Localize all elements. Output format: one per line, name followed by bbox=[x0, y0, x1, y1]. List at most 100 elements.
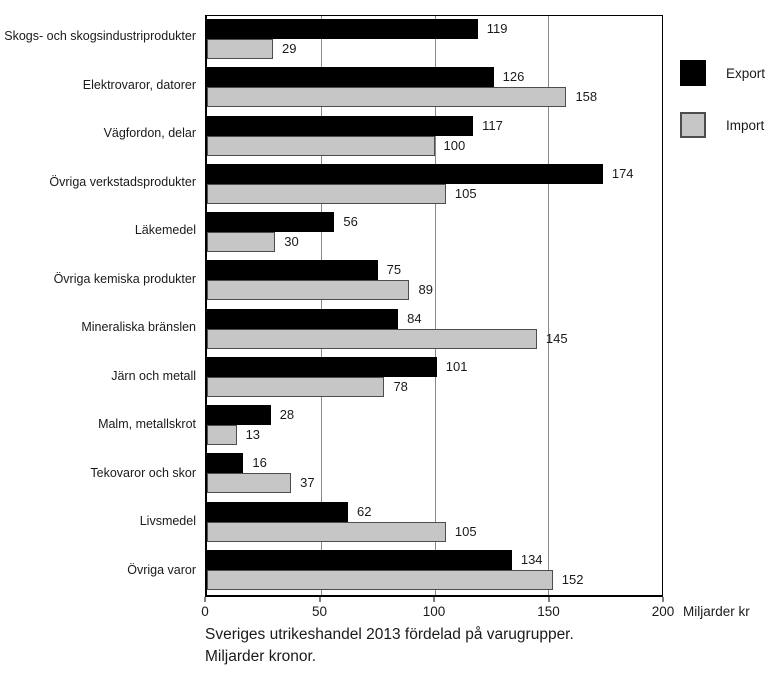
import-bar bbox=[207, 135, 435, 156]
bar-value-label: 101 bbox=[445, 358, 468, 374]
bar-value-label: 134 bbox=[520, 551, 543, 567]
export-bar bbox=[207, 19, 478, 39]
bar-group: 62 105 bbox=[207, 499, 662, 547]
bar-value-label: 56 bbox=[343, 214, 358, 229]
bar-value-label: 89 bbox=[418, 282, 433, 298]
import-bar bbox=[207, 376, 385, 397]
bar-group: 174 105 bbox=[207, 161, 662, 209]
export-bar bbox=[207, 212, 335, 232]
x-tick-label: 150 bbox=[537, 604, 560, 619]
bar-groups: 119 29 126 158 117 100 174 105 56 30 75 89 84 145 101 7… bbox=[207, 16, 662, 595]
bar-line-export: 101 bbox=[207, 356, 662, 377]
category-label: Vägfordon, delar bbox=[103, 126, 196, 141]
bar-group: 56 30 bbox=[207, 209, 662, 257]
category-label: Järn och metall bbox=[111, 368, 196, 383]
category-label: Läkemedel bbox=[134, 223, 196, 238]
category-label: Övriga varor bbox=[127, 562, 196, 577]
bar-line-export: 16 bbox=[207, 453, 662, 474]
bar-line-export: 126 bbox=[207, 67, 662, 88]
export-bar bbox=[207, 549, 512, 570]
bar-value-label: 37 bbox=[300, 475, 315, 491]
bar-line-import: 145 bbox=[207, 328, 662, 349]
category-label: Elektrovaror, datorer bbox=[82, 77, 196, 92]
bar-group: 75 89 bbox=[207, 257, 662, 305]
legend-import-label: Import bbox=[726, 117, 765, 133]
x-tick-mark bbox=[204, 597, 206, 602]
export-bar bbox=[207, 163, 603, 184]
bar-line-import: 89 bbox=[207, 280, 662, 301]
bar-group: 28 13 bbox=[207, 402, 662, 450]
legend-export-label: Export bbox=[726, 65, 766, 81]
category-label: Skogs- och skogsindustriprodukter bbox=[4, 29, 196, 44]
plot-area: 119 29 126 158 117 100 174 105 56 30 75 89 84 145 101 7… bbox=[205, 15, 663, 597]
bar-value-label: 152 bbox=[561, 571, 584, 587]
x-tick-label: 50 bbox=[311, 604, 328, 619]
export-swatch-icon bbox=[680, 60, 706, 86]
bar-value-label: 117 bbox=[482, 117, 503, 133]
export-bar bbox=[207, 308, 399, 329]
category-label: Mineraliska bränslen bbox=[81, 320, 196, 335]
caption-line-1: Sveriges utrikeshandel 2013 fördelad på … bbox=[205, 626, 574, 643]
bar-value-label: 119 bbox=[486, 21, 508, 36]
gridline-50 bbox=[320, 16, 322, 595]
bar-line-export: 174 bbox=[207, 163, 662, 184]
gridline-150 bbox=[548, 16, 550, 595]
bar-line-import: 37 bbox=[207, 473, 662, 494]
chart-caption: Sveriges utrikeshandel 2013 fördelad på … bbox=[205, 624, 574, 668]
gridline-100 bbox=[434, 16, 436, 595]
import-bar bbox=[207, 280, 410, 301]
bar-line-import: 29 bbox=[207, 39, 662, 59]
bar-group: 16 37 bbox=[207, 450, 662, 498]
export-bar bbox=[207, 405, 271, 425]
bar-value-label: 145 bbox=[545, 330, 568, 346]
caption-line-2: Miljarder kronor. bbox=[205, 648, 317, 665]
import-bar bbox=[207, 39, 273, 59]
x-tick-label: 100 bbox=[422, 604, 446, 619]
x-axis-unit-label: Miljarder kr bbox=[683, 604, 750, 619]
bar-line-import: 100 bbox=[207, 135, 662, 156]
bar-value-label: 105 bbox=[454, 523, 477, 539]
bar-value-label: 30 bbox=[284, 234, 299, 249]
bar-group: 134 152 bbox=[207, 547, 662, 595]
bar-group: 101 78 bbox=[207, 354, 662, 402]
bar-value-label: 78 bbox=[393, 378, 408, 394]
bar-value-label: 84 bbox=[407, 310, 422, 326]
bar-line-import: 105 bbox=[207, 183, 662, 204]
bar-line-export: 134 bbox=[207, 549, 662, 570]
bar-line-export: 62 bbox=[207, 501, 662, 522]
x-tick-label: 0 bbox=[201, 604, 209, 619]
export-bar bbox=[207, 501, 349, 522]
bar-value-label: 16 bbox=[252, 455, 267, 471]
export-bar bbox=[207, 115, 474, 136]
import-bar bbox=[207, 425, 237, 445]
bar-line-import: 30 bbox=[207, 232, 662, 252]
export-bar bbox=[207, 356, 437, 377]
bar-line-export: 119 bbox=[207, 19, 662, 39]
export-bar bbox=[207, 67, 494, 88]
bar-group: 126 158 bbox=[207, 64, 662, 112]
import-bar bbox=[207, 569, 553, 590]
bar-value-label: 105 bbox=[454, 185, 477, 201]
import-bar bbox=[207, 521, 446, 542]
legend-item-import: Import bbox=[680, 112, 769, 138]
bar-value-label: 126 bbox=[502, 69, 525, 85]
import-bar bbox=[207, 87, 567, 108]
category-label: Övriga verkstadsprodukter bbox=[49, 174, 196, 189]
bar-line-import: 78 bbox=[207, 376, 662, 397]
x-tick-label: 200 bbox=[651, 604, 675, 619]
bar-line-export: 75 bbox=[207, 260, 662, 281]
bar-value-label: 158 bbox=[575, 89, 598, 105]
bar-value-label: 100 bbox=[443, 137, 466, 153]
bar-value-label: 13 bbox=[245, 427, 261, 442]
x-tick-mark bbox=[319, 597, 320, 602]
bar-line-import: 105 bbox=[207, 521, 662, 542]
category-labels: Skogs- och skogsindustriprodukter Elektro… bbox=[0, 15, 196, 597]
bar-value-label: 29 bbox=[281, 41, 297, 56]
bar-value-label: 28 bbox=[279, 407, 295, 422]
bar-group: 117 100 bbox=[207, 113, 662, 161]
category-label: Malm, metallskrot bbox=[98, 417, 196, 432]
import-bar bbox=[207, 328, 537, 349]
x-tick-mark bbox=[548, 597, 549, 602]
category-label: Livsmedel bbox=[139, 514, 196, 529]
